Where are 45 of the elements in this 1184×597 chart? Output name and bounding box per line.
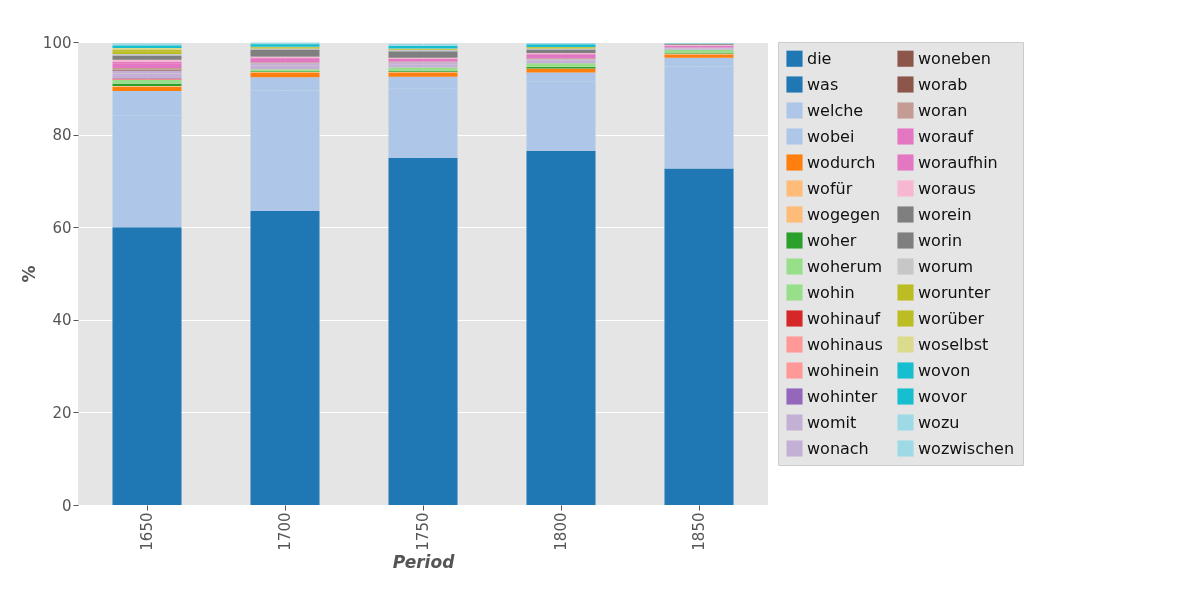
legend-label: worum: [918, 256, 974, 276]
y-tick-label: 80: [52, 126, 72, 145]
legend-label: die: [807, 48, 832, 68]
legend-label: was: [807, 74, 839, 94]
x-tick-label: 1700: [276, 512, 294, 551]
legend-label: woher: [807, 230, 857, 250]
legend-label: wovon: [918, 360, 971, 380]
y-tick-label: 40: [52, 311, 72, 330]
legend-label: wohinein: [807, 360, 880, 380]
legend-label: wozu: [918, 412, 960, 432]
legend-label: worin: [918, 230, 963, 250]
x-tick-label: 1850: [690, 512, 708, 551]
legend-label: wohin: [807, 282, 855, 302]
y-tick-label: 60: [52, 218, 72, 237]
y-tick-label: 20: [52, 403, 72, 422]
legend-label: wohinter: [807, 386, 878, 406]
legend-label: worab: [918, 74, 968, 94]
y-tick-label: 0: [61, 496, 72, 515]
legend-label: wodurch: [807, 152, 876, 172]
legend-label: woherum: [807, 256, 883, 276]
legend-label: woraus: [918, 178, 976, 198]
y-axis-title: %: [18, 265, 39, 283]
legend-label: wozwischen: [918, 438, 1015, 458]
x-tick-label: 1800: [552, 512, 570, 551]
legend-label: wofür: [807, 178, 853, 198]
legend-label: wohinauf: [807, 308, 881, 328]
legend-label: wovor: [918, 386, 968, 406]
legend-label: wohinaus: [807, 334, 883, 354]
legend-label: welche: [807, 100, 864, 120]
legend-label: woraufhin: [918, 152, 998, 172]
legend-label: wogegen: [807, 204, 881, 224]
legend-label: wonach: [807, 438, 869, 458]
x-tick-label: 1750: [414, 512, 432, 551]
legend-label: woselbst: [918, 334, 989, 354]
legend-label: worüber: [918, 308, 985, 328]
legend-label: worunter: [918, 282, 991, 302]
legend-label: womit: [807, 412, 857, 432]
legend-label: woran: [918, 100, 968, 120]
legend-label: wobei: [807, 126, 855, 146]
legend-label: woneben: [918, 48, 991, 68]
x-axis-title: Period: [392, 551, 456, 572]
legend-label: worauf: [918, 126, 974, 146]
legend-label: worein: [918, 204, 972, 224]
y-tick-label: 100: [42, 33, 72, 52]
x-tick-label: 1650: [138, 512, 156, 551]
